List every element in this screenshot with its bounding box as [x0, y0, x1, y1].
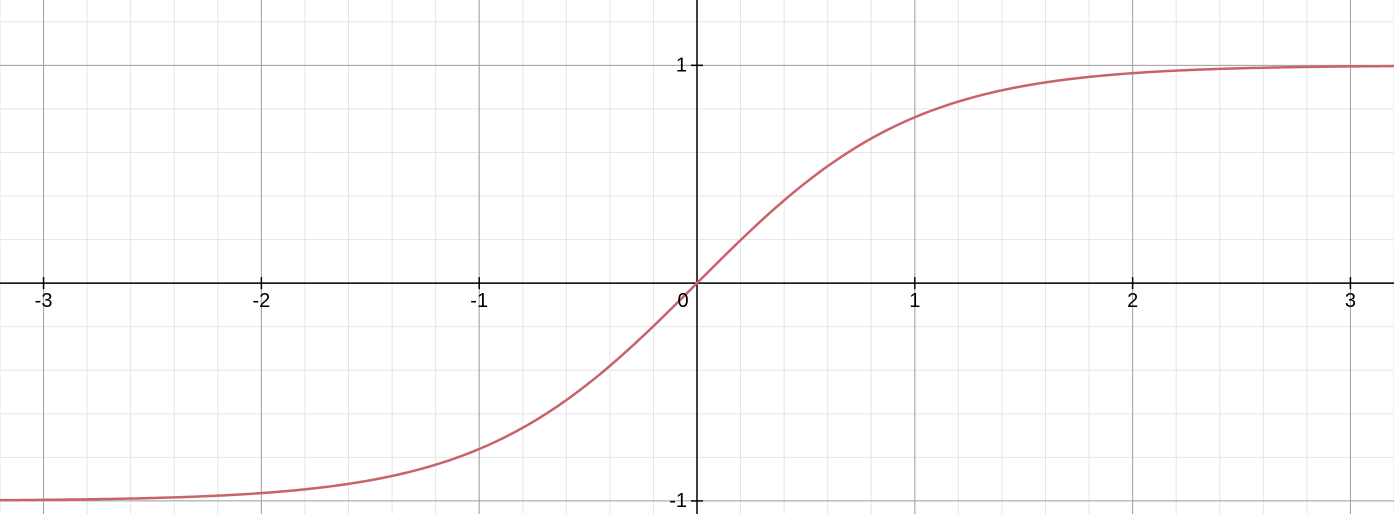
x-axis-label: -3	[35, 290, 53, 312]
x-axis-label: 1	[909, 290, 920, 312]
y-axis-label: -1	[669, 490, 687, 512]
x-axis-label: 2	[1127, 290, 1138, 312]
axis-label-zero: 0	[677, 290, 688, 312]
chart-container: -3 -2 -1 0 1 2 3 -1 1	[0, 0, 1394, 514]
x-axis-label: 3	[1345, 290, 1356, 312]
x-axis-label: -2	[252, 290, 270, 312]
x-axis-label: -1	[470, 290, 488, 312]
y-axis-label: 1	[676, 54, 687, 76]
chart-svg: -3 -2 -1 0 1 2 3 -1 1	[0, 0, 1394, 514]
